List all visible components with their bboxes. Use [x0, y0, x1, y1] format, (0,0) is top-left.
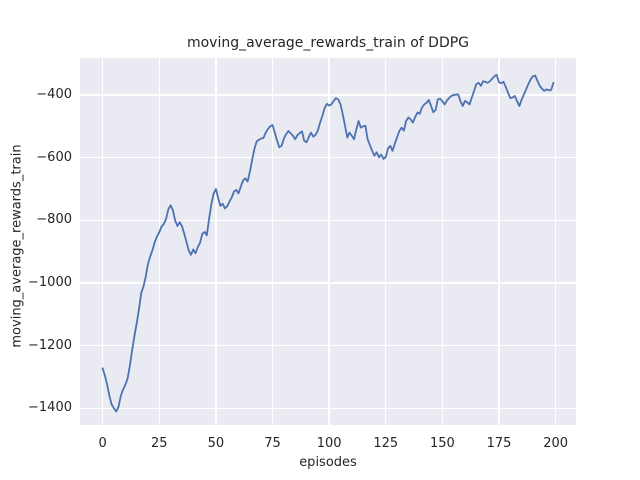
plot-area: [80, 58, 576, 425]
gridline-horizontal: [80, 282, 576, 284]
x-tick-label: 200: [543, 436, 569, 451]
gridline-vertical: [498, 58, 500, 425]
x-tick-label: 25: [150, 436, 168, 451]
gridline-vertical: [328, 58, 330, 425]
series-line: [101, 73, 555, 413]
gridline-horizontal: [80, 219, 576, 221]
x-tick-labels: 0 25 50 75 100 125 150 175 200: [80, 436, 576, 452]
gridline-vertical: [215, 58, 217, 425]
y-tick-label: −600: [36, 149, 72, 165]
gridline-horizontal: [80, 94, 576, 96]
x-tick-label: 50: [207, 436, 225, 451]
x-tick-label: 175: [486, 436, 512, 451]
gridline-horizontal: [80, 157, 576, 159]
y-tick-label: −1000: [28, 275, 72, 291]
y-tick-label: −400: [36, 86, 72, 102]
x-tick-label: 100: [316, 436, 342, 451]
x-tick-label: 150: [429, 436, 455, 451]
y-tick-label: −1400: [28, 400, 72, 416]
y-tick-label: −1200: [28, 337, 72, 353]
x-tick-label: 0: [98, 436, 107, 451]
gridline-vertical: [554, 58, 557, 425]
gridline-vertical: [271, 58, 274, 425]
line-chart-canvas: [101, 73, 555, 413]
chart-title: moving_average_rewards_train of DDPG: [186, 35, 470, 51]
gridline-horizontal: [80, 345, 576, 347]
gridline-vertical: [441, 58, 444, 425]
x-tick-label: 75: [264, 436, 281, 451]
y-tick-label: −800: [36, 212, 72, 228]
x-tick-label: 125: [373, 436, 399, 451]
gridline-vertical: [158, 58, 160, 425]
gridline-vertical: [385, 58, 387, 425]
gridline-vertical: [101, 58, 104, 425]
gridline-horizontal: [80, 407, 576, 410]
x-axis-label: episodes: [299, 455, 357, 470]
y-tick-labels: −400 −600 −800 −1000 −1200 −1400: [0, 58, 72, 425]
